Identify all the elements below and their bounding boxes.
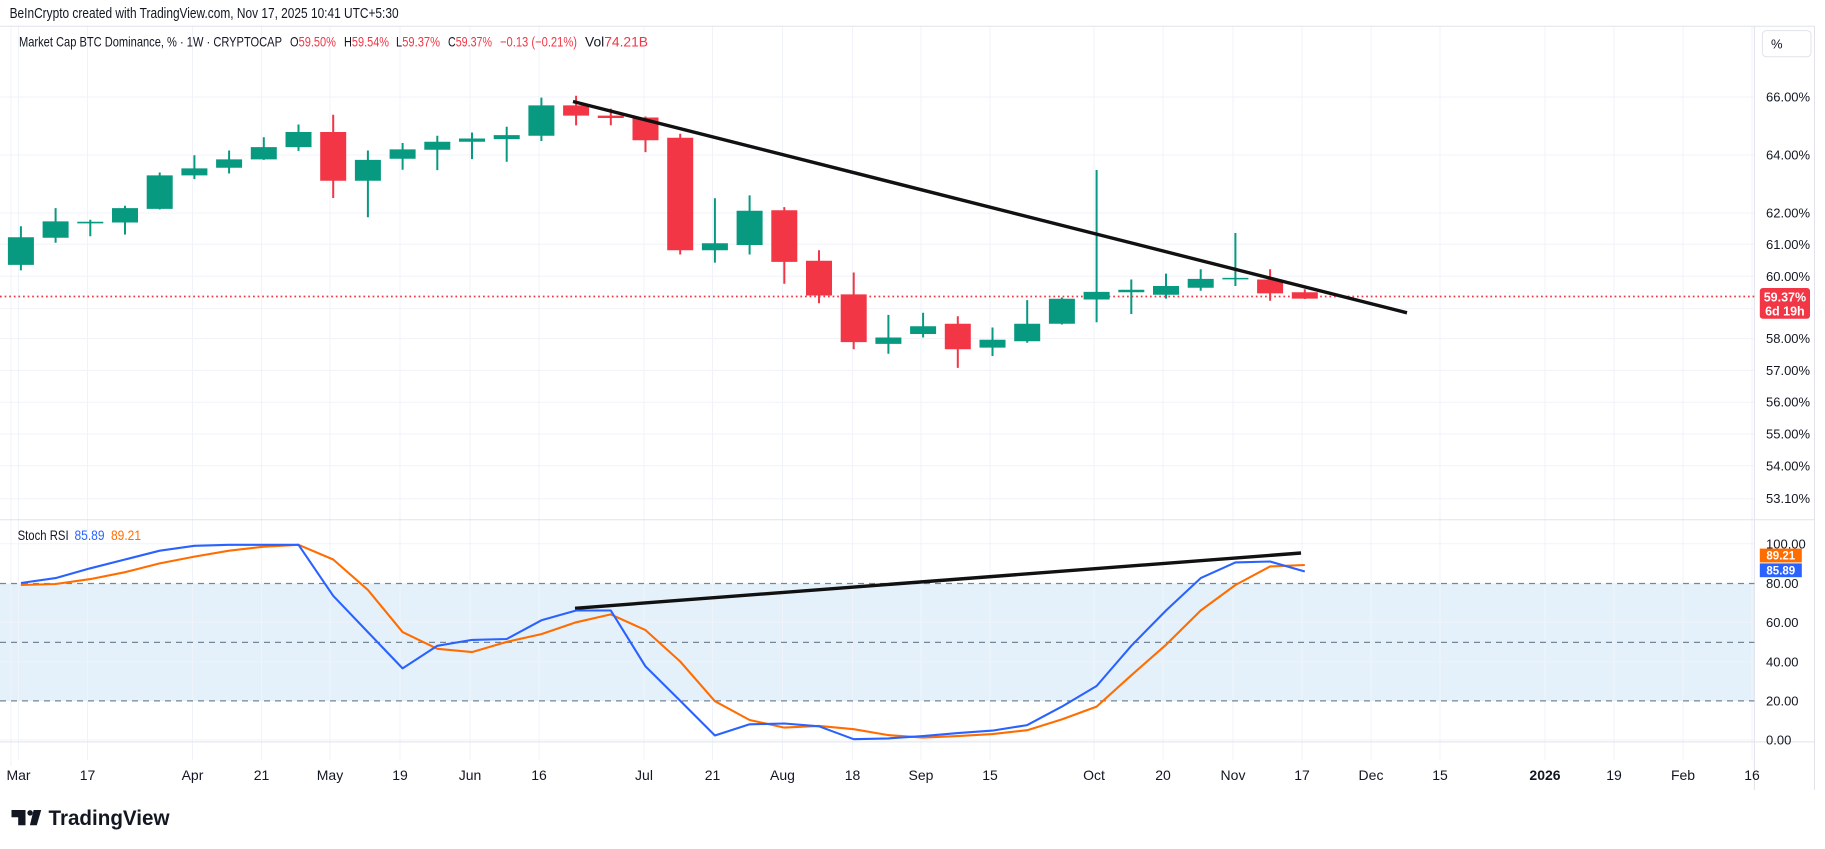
svg-text:89.21: 89.21 [111,527,141,543]
svg-text:80.00: 80.00 [1766,576,1799,591]
svg-text:May: May [317,767,343,783]
svg-text:17: 17 [1294,767,1310,783]
svg-text:57.00%: 57.00% [1766,363,1811,378]
svg-text:40.00: 40.00 [1766,654,1799,669]
svg-text:53.10%: 53.10% [1766,491,1811,506]
svg-text:89.21: 89.21 [1766,551,1795,563]
svg-text:Mar: Mar [6,767,30,783]
svg-text:2026: 2026 [1529,767,1560,783]
svg-text:H59.54%: H59.54% [344,33,389,49]
svg-text:Stoch RSI: Stoch RSI [18,527,69,543]
svg-text:55.00%: 55.00% [1766,427,1811,442]
svg-text:Jun: Jun [459,767,482,783]
svg-text:56.00%: 56.00% [1766,395,1811,410]
svg-text:58.00%: 58.00% [1766,331,1811,346]
svg-text:16: 16 [1744,767,1760,783]
svg-text:0.00: 0.00 [1766,733,1791,748]
svg-text:61.00%: 61.00% [1766,237,1811,252]
svg-text:15: 15 [982,767,998,783]
svg-text:6d 19h: 6d 19h [1765,304,1805,318]
svg-text:21: 21 [254,767,270,783]
svg-text:20: 20 [1155,767,1171,783]
svg-text:TradingView: TradingView [49,806,170,830]
svg-text:59.37%: 59.37% [1764,290,1806,304]
svg-text:66.00%: 66.00% [1766,90,1811,105]
svg-text:16: 16 [531,767,547,783]
svg-text:17: 17 [80,767,96,783]
svg-text:L59.37%: L59.37% [396,33,440,49]
svg-text:20.00: 20.00 [1766,693,1799,708]
svg-text:Feb: Feb [1671,767,1695,783]
svg-text:100.00: 100.00 [1766,536,1806,551]
svg-text:19: 19 [392,767,408,783]
svg-text:15: 15 [1432,767,1448,783]
svg-text:21: 21 [705,767,721,783]
svg-text:19: 19 [1606,767,1622,783]
svg-text:C59.37%: C59.37% [448,33,492,49]
svg-text:64.00%: 64.00% [1766,148,1811,163]
svg-text:Aug: Aug [770,767,795,783]
svg-text:Jul: Jul [635,767,653,783]
svg-text:85.89: 85.89 [75,527,105,543]
svg-text:Apr: Apr [182,767,204,783]
svg-text:Sep: Sep [909,767,934,783]
svg-text:Market Cap BTC Dominance, % ·: Market Cap BTC Dominance, % · 1W · CRYPT… [19,33,282,49]
svg-text:O59.50%: O59.50% [290,33,336,49]
svg-text:54.00%: 54.00% [1766,458,1811,473]
svg-text:62.00%: 62.00% [1766,206,1811,221]
svg-text:BeInCrypto created with Tradin: BeInCrypto created with TradingView.com,… [10,6,399,22]
svg-text:−0.13 (−0.21%): −0.13 (−0.21%) [500,33,577,49]
svg-text:Vol74.21B: Vol74.21B [585,33,648,49]
svg-text:60.00%: 60.00% [1766,269,1811,284]
svg-text:Oct: Oct [1083,767,1105,783]
svg-text:%: % [1771,37,1783,52]
svg-text:Dec: Dec [1359,767,1384,783]
svg-text:60.00: 60.00 [1766,615,1799,630]
svg-text:Nov: Nov [1221,767,1246,783]
svg-text:18: 18 [845,767,861,783]
svg-text:85.89: 85.89 [1766,565,1795,577]
